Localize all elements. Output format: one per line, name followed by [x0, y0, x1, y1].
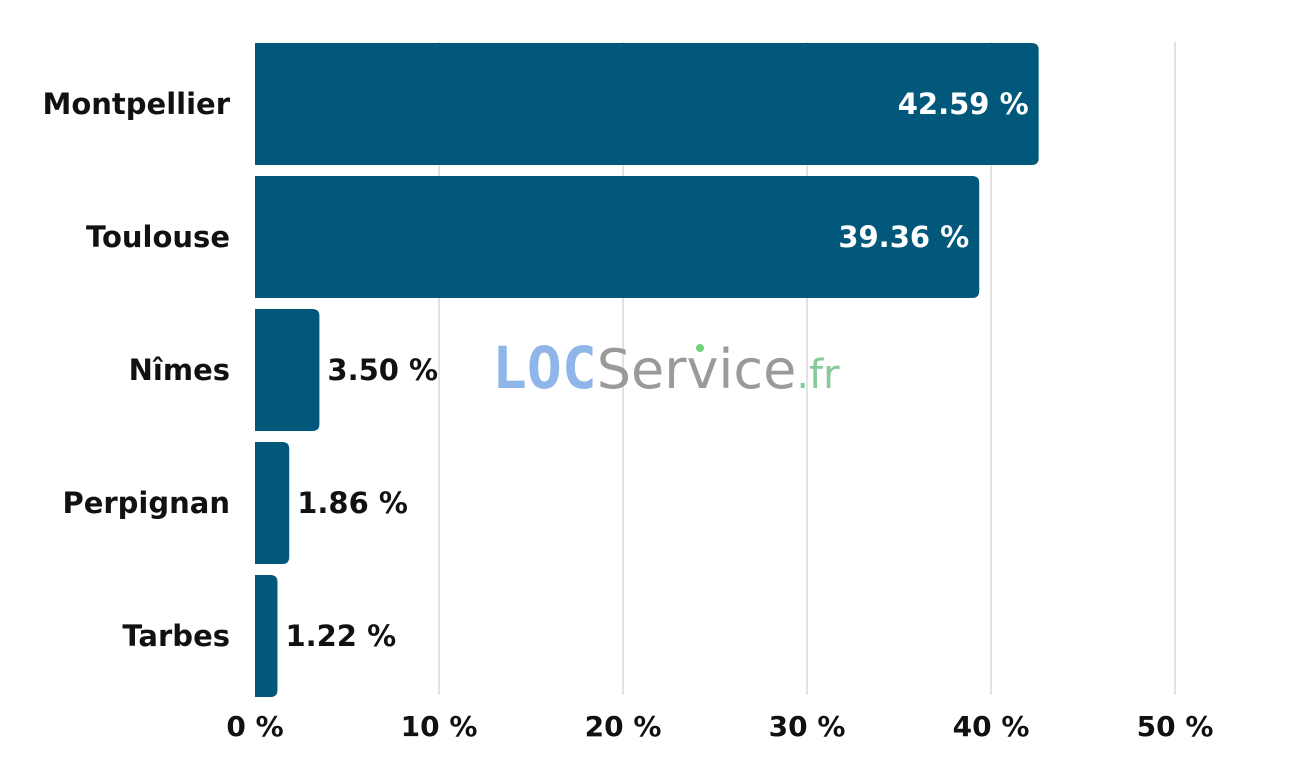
- bar: [255, 309, 320, 431]
- watermark-dot-icon: [696, 344, 704, 352]
- category-labels-group: Montpellier Toulouse Nîmes Perpignan Tarbes: [42, 87, 230, 653]
- data-labels-group: 42.59 % 39.36 % 3.50 % 1.86 % 1.22 %: [285, 87, 1028, 653]
- category-label: Montpellier: [42, 87, 230, 121]
- bar: [255, 176, 980, 298]
- category-label: Nîmes: [129, 353, 230, 387]
- data-label: 1.86 %: [297, 486, 408, 520]
- category-label: Perpignan: [62, 486, 230, 520]
- category-label: Tarbes: [122, 619, 230, 653]
- x-tick-labels-group: 0 % 10 % 20 % 30 % 40 % 50 %: [226, 710, 1213, 743]
- watermark-loc-text: LOC: [492, 334, 597, 402]
- x-tick-label: 50 %: [1137, 710, 1214, 743]
- bars-group: [255, 43, 1039, 697]
- watermark-fr-text: .fr: [796, 352, 840, 398]
- x-tick-label: 0 %: [226, 710, 283, 743]
- x-tick-label: 30 %: [769, 710, 846, 743]
- x-tick-label: 20 %: [585, 710, 662, 743]
- data-label: 42.59 %: [898, 87, 1029, 121]
- bar: [255, 442, 290, 564]
- bar: [255, 43, 1039, 165]
- data-label: 3.50 %: [327, 353, 438, 387]
- data-label: 1.22 %: [285, 619, 396, 653]
- x-tick-label: 10 %: [401, 710, 478, 743]
- locservice-watermark: LOCService.fr: [492, 334, 840, 402]
- data-label: 39.36 %: [838, 220, 969, 254]
- bar: [255, 575, 278, 697]
- category-label: Toulouse: [86, 220, 230, 254]
- x-tick-label: 40 %: [953, 710, 1030, 743]
